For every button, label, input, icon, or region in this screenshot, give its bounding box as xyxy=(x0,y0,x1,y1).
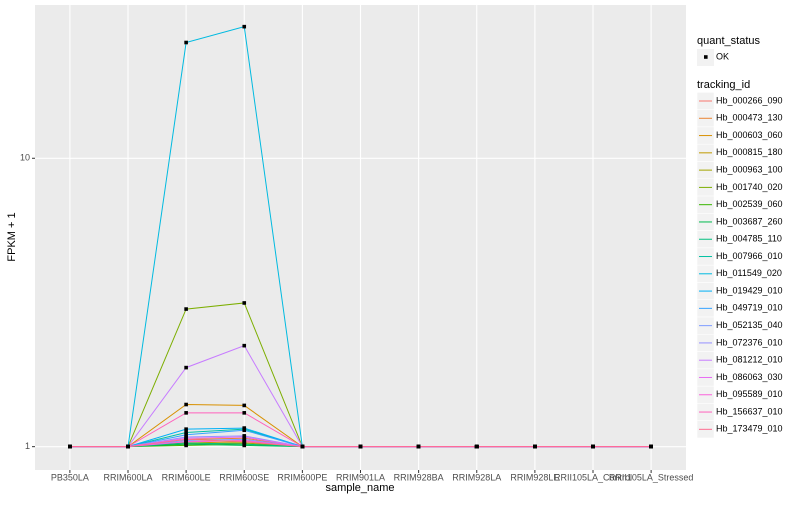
x-tick-label: RRIM928LA xyxy=(452,472,501,482)
point xyxy=(68,444,72,449)
point xyxy=(533,444,537,449)
point xyxy=(242,403,247,408)
point xyxy=(358,444,363,449)
legend-label: OK xyxy=(716,51,729,61)
point xyxy=(184,40,188,45)
point xyxy=(184,427,188,431)
x-tick-label: RRIM600LE xyxy=(162,472,211,482)
point xyxy=(184,402,188,407)
legend-label: Hb_052135_040 xyxy=(716,320,783,330)
point xyxy=(242,343,247,348)
x-tick-label: RRIM600PE xyxy=(277,472,327,482)
point xyxy=(242,301,247,305)
legend-label: Hb_019429_010 xyxy=(716,285,783,295)
legend-label: Hb_049719_010 xyxy=(716,303,783,313)
legend-label: Hb_000963_100 xyxy=(716,164,783,174)
point xyxy=(474,444,479,449)
legend-label: Hb_002539_060 xyxy=(716,199,783,209)
point xyxy=(242,442,247,446)
legend-label: Hb_000815_180 xyxy=(716,147,783,157)
legend-label: Hb_173479_010 xyxy=(716,424,783,434)
legend-label: Hb_000266_090 xyxy=(716,95,783,105)
point xyxy=(242,411,247,415)
x-tick-label: RRIM600LA xyxy=(103,472,152,482)
point xyxy=(591,444,595,449)
x-tick-label: RRIM600SE xyxy=(219,472,269,482)
legend-label: Hb_000603_060 xyxy=(716,130,783,140)
point xyxy=(184,437,188,442)
x-tick-label: RRIM928LE xyxy=(510,472,559,482)
point xyxy=(242,439,247,444)
legend-label: Hb_011549_020 xyxy=(716,268,782,278)
x-tick-label: RRIM901LA xyxy=(336,472,385,482)
legend-label: Hb_081212_010 xyxy=(716,355,783,365)
y-tick-label: 10 xyxy=(20,153,30,163)
legend-title: quant_status xyxy=(697,35,760,47)
point xyxy=(184,365,188,370)
legend-point xyxy=(704,55,708,59)
x-tick-label: RRIM928BA xyxy=(394,472,444,482)
x-tick-label: RRII105LA_Stressed xyxy=(609,472,694,482)
x-tick-label: PB350LA xyxy=(51,472,89,482)
x-axis-title: sample_name xyxy=(325,482,394,494)
legend-label: Hb_072376_010 xyxy=(716,337,783,347)
legend-label: Hb_000473_130 xyxy=(716,113,783,123)
legend-label: Hb_086063_030 xyxy=(716,372,783,382)
legend-label: Hb_001740_020 xyxy=(716,182,783,192)
legend-label: Hb_003687_260 xyxy=(716,216,783,226)
legend-label: Hb_004785_110 xyxy=(716,234,782,244)
point xyxy=(184,430,188,435)
point xyxy=(242,435,247,439)
point xyxy=(126,444,130,449)
point xyxy=(300,444,305,449)
point xyxy=(184,432,188,437)
point xyxy=(184,411,188,415)
y-tick-label: 1 xyxy=(25,441,30,451)
x-tick-label: RRII105LA_Control xyxy=(554,472,632,482)
y-axis-title: FPKM + 1 xyxy=(6,212,18,261)
point xyxy=(242,428,247,433)
legend-label: Hb_095589_010 xyxy=(716,389,783,399)
point xyxy=(416,444,421,449)
point xyxy=(184,307,188,311)
point xyxy=(184,439,188,444)
legend-label: Hb_156637_010 xyxy=(716,406,783,416)
point xyxy=(242,426,247,430)
point xyxy=(242,24,247,29)
legend-title: tracking_id xyxy=(697,79,750,91)
point xyxy=(649,444,653,449)
legend-label: Hb_007966_010 xyxy=(716,251,783,261)
